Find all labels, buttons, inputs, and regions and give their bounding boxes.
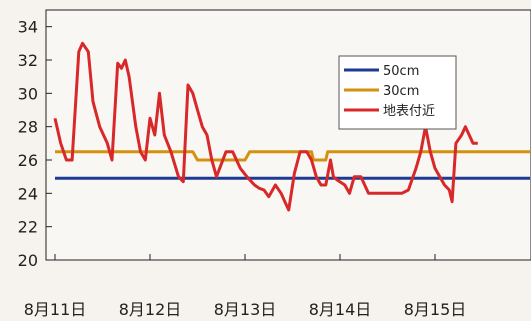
y-tick-label: 22 — [18, 218, 38, 237]
y-tick-label: 24 — [18, 184, 38, 203]
y-tick-label: 32 — [18, 51, 38, 70]
y-tick-label: 28 — [18, 118, 38, 137]
x-axis-ticks: 8月11日 8月12日 8月13日 8月14日 8月15日 — [24, 254, 467, 319]
x-tick-label: 8月12日 — [119, 300, 182, 319]
legend-label: 50cm — [383, 64, 419, 79]
series-line-3 — [53, 41, 478, 212]
legend-box — [338, 55, 457, 130]
x-tick-label: 8月15日 — [404, 300, 467, 319]
legend-label: 地表付近 — [383, 104, 435, 119]
plot-area — [45, 9, 531, 261]
y-tick-label: 20 — [18, 251, 38, 270]
legend-label: 30cm — [383, 84, 419, 99]
series-lines — [53, 41, 530, 212]
x-tick-label: 8月14日 — [309, 300, 372, 319]
y-tick-label: 34 — [18, 18, 38, 37]
legend: 50cm 30cm 地表付近 — [338, 55, 457, 130]
x-tick-label: 8月11日 — [24, 300, 87, 319]
x-tick-label: 8月13日 — [214, 300, 277, 319]
y-axis-ticks: 20 22 24 26 28 30 32 34 — [18, 18, 52, 270]
y-tick-label: 30 — [18, 84, 38, 103]
y-tick-label: 26 — [18, 151, 38, 170]
series-line-2 — [55, 150, 530, 162]
